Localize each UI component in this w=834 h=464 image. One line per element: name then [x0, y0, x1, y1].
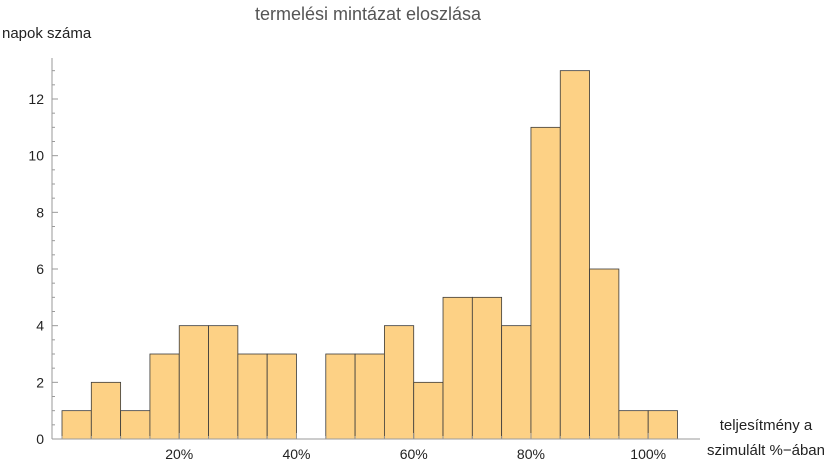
y-tick-label: 10	[28, 148, 44, 164]
chart-title: termelési mintázat eloszlása	[255, 4, 482, 24]
histogram-bar	[559, 70, 590, 440]
x-axis-label-line-2: szimulált %−ában	[707, 442, 825, 459]
histogram-bar	[208, 325, 239, 440]
x-tick-label: 60%	[400, 446, 428, 462]
histogram-bar	[501, 325, 532, 440]
histogram-bar	[383, 325, 415, 440]
histogram-bar	[618, 410, 649, 440]
y-tick-label: 6	[36, 261, 44, 277]
x-tick-label: 100%	[630, 446, 666, 462]
y-tick-label: 0	[36, 431, 44, 447]
x-axis-label-line-1: teljesítmény a	[720, 417, 813, 434]
histogram-bar	[90, 381, 122, 440]
histogram-bar	[413, 381, 444, 440]
axes-layer: 0 2 4 6 8 10 12 20% 40% 60% 80% 100%	[28, 58, 700, 462]
x-tick-label: 80%	[517, 446, 545, 462]
y-tick-label: 2	[36, 374, 44, 390]
histogram-bar	[589, 268, 620, 440]
histogram-bar	[266, 353, 297, 440]
y-tick-label: 4	[36, 318, 44, 334]
histogram-bar	[237, 353, 268, 440]
histogram-bar	[530, 126, 561, 440]
histogram-bar	[442, 296, 473, 440]
x-tick-label: 20%	[165, 446, 193, 462]
histogram-bar	[120, 410, 151, 440]
histogram-bar	[178, 325, 209, 440]
histogram-bar	[61, 410, 92, 440]
histogram-bar	[149, 353, 180, 440]
bars-layer	[61, 70, 678, 440]
x-tick-label: 40%	[282, 446, 310, 462]
histogram-bar	[325, 353, 356, 440]
histogram-bar	[647, 410, 678, 440]
histogram-bar	[471, 296, 503, 440]
y-tick-label: 8	[36, 204, 44, 220]
y-axis-label: napok száma	[2, 25, 92, 42]
histogram-bar	[354, 353, 385, 440]
y-tick-label: 12	[28, 91, 44, 107]
